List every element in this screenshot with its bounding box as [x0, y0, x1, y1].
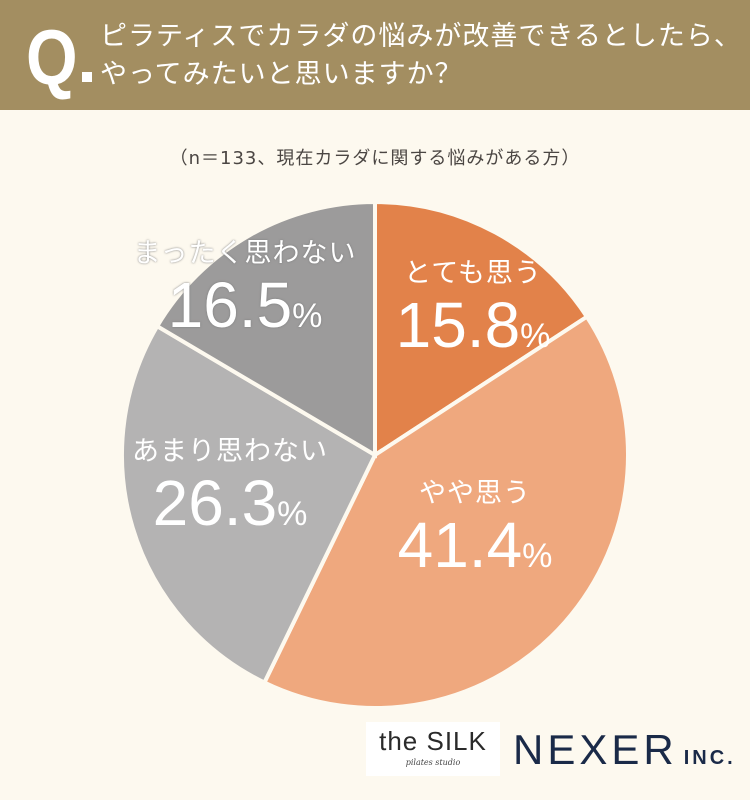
- pie-slice-2: [120, 323, 378, 686]
- slice-label-mattaku: まったく思わない 16.5%: [133, 238, 357, 341]
- question-header: Q ピラティスでカラダの悩みが改善できるとしたら、 やってみたいと思いますか？: [0, 0, 750, 110]
- sample-note: （n＝133、現在カラダに関する悩みがある方）: [169, 148, 581, 169]
- pie-slice-1: [261, 313, 630, 710]
- question-line-1: ピラティスでカラダの悩みが改善できるとしたら、: [100, 21, 742, 52]
- the-silk-logo: the SILK pilates studio: [366, 722, 500, 776]
- q-dot: [82, 72, 92, 82]
- slice-label-totemo: とても思う 15.8%: [395, 258, 551, 361]
- question-line-2: やってみたいと思いますか？: [100, 59, 463, 90]
- pie-slice-3: [154, 199, 377, 459]
- q-mark: Q: [26, 13, 78, 101]
- slice-label-yaya: やや思う 41.4%: [397, 478, 553, 581]
- question-text: ピラティスでカラダの悩みが改善できるとしたら、 やってみたいと思いますか？: [100, 18, 742, 94]
- pie-slice-0: [373, 199, 590, 459]
- slice-label-amari: あまり思わない 26.3%: [132, 436, 328, 539]
- nexer-logo: NEXER INC.: [513, 726, 736, 773]
